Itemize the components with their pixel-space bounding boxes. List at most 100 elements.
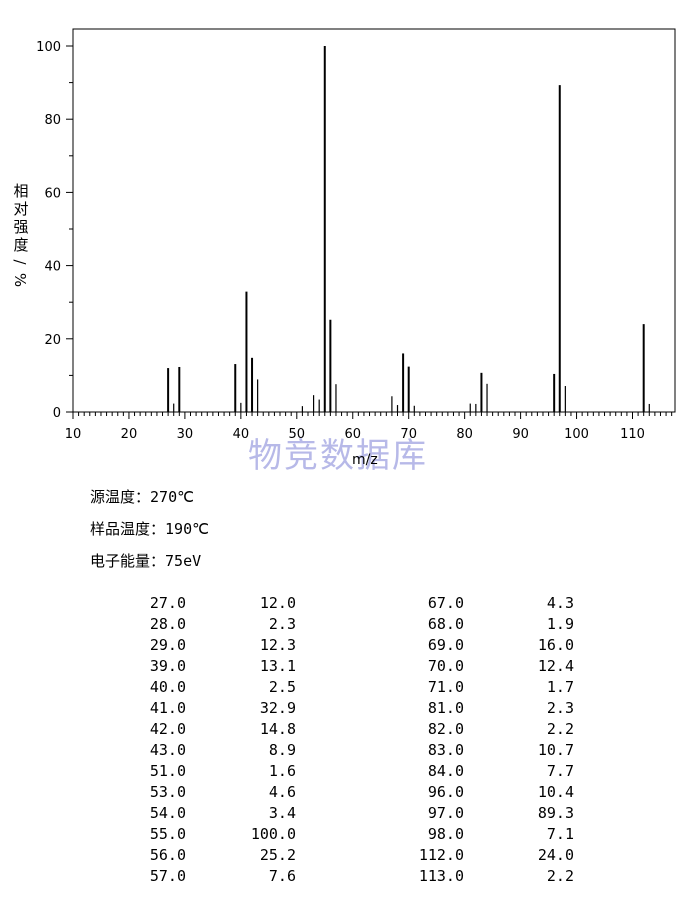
y-tick-label: 20 [44,333,61,348]
intensity-value: 1.9 [546,615,574,633]
mz-value: 97.0 [427,804,464,822]
table-row: 69.0 16.0 [0,636,696,657]
info-value: 190℃ [165,520,209,538]
plot-frame [72,28,676,413]
info-value: 270℃ [150,488,194,506]
intensity-value: 13.1 [259,657,296,675]
mz-value: 113.0 [418,867,464,885]
table-row: 84.0 7.7 [0,762,696,783]
table-row: 41.0 32.9 [0,699,696,720]
table-row: 28.0 2.3 [0,615,696,636]
x-tick-label: 30 [177,427,194,442]
x-tick-label: 90 [512,427,529,442]
table-row: 97.0 89.3 [0,804,696,825]
intensity-value: 2.5 [268,678,296,696]
table-row: 43.0 8.9 [0,741,696,762]
mz-value: 53.0 [149,783,186,801]
intensity-value: 2.3 [268,615,296,633]
intensity-value: 3.4 [268,804,296,822]
info-value: 75eV [165,552,202,570]
mz-value: 112.0 [418,846,464,864]
table-row: 81.0 2.3 [0,699,696,720]
table-row: 55.0 100.0 [0,825,696,846]
y-tick-label: 40 [44,260,61,275]
y-axis-label-char: / [11,259,29,265]
x-tick-label: 10 [65,427,82,442]
intensity-value: 7.1 [546,825,574,843]
intensity-value: 7.6 [268,867,296,885]
x-tick-label: 70 [400,427,417,442]
intensity-value: 10.4 [537,783,574,801]
mz-value: 27.0 [149,594,186,612]
y-axis-label-char: 对 [13,200,28,218]
table-row: 40.0 2.5 [0,678,696,699]
mz-value: 42.0 [149,720,186,738]
intensity-value: 2.3 [546,699,574,717]
mz-value: 29.0 [149,636,186,654]
table-row: 96.0 10.4 [0,783,696,804]
mass-spectrum-chart: 10 20 30 40 50 60 70 80 90 100 110 0 20 40 60 80 100 相对强度… [11,28,676,442]
table-row: 112.0 24.0 [0,846,696,867]
intensity-value: 2.2 [546,867,574,885]
x-tick-label: 80 [456,427,473,442]
intensity-value: 16.0 [537,636,574,654]
info-electron-energy: 电子能量：75eV [90,550,201,571]
mz-value: 67.0 [427,594,464,612]
table-row: 113.0 2.2 [0,867,696,888]
x-tick-label: 60 [344,427,361,442]
mz-value: 54.0 [149,804,186,822]
table-row: 57.0 7.6 [0,867,696,888]
info-label: 源温度： [90,488,151,506]
table-row: 82.0 2.2 [0,720,696,741]
table-row: 98.0 7.1 [0,825,696,846]
x-tick-label: 100 [564,427,589,442]
mz-value: 69.0 [427,636,464,654]
intensity-value: 8.9 [268,741,296,759]
mz-value: 56.0 [149,846,186,864]
intensity-value: 4.3 [546,594,574,612]
chart-bars [167,46,650,412]
table-row: 27.0 12.0 [0,594,696,615]
mz-value: 40.0 [149,678,186,696]
mz-value: 84.0 [427,762,464,780]
table-row: 71.0 1.7 [0,678,696,699]
intensity-value: 4.6 [268,783,296,801]
mz-value: 83.0 [427,741,464,759]
x-axis-label: m/z [352,452,378,468]
intensity-value: 100.0 [250,825,296,843]
chart-axes [72,28,676,413]
mz-value: 28.0 [149,615,186,633]
intensity-value: 12.3 [259,636,296,654]
y-axis-label-char: 强 [13,218,28,236]
info-sample-temperature: 样品温度：190℃ [90,518,209,539]
mz-value: 39.0 [149,657,186,675]
intensity-value: 24.0 [537,846,574,864]
table-row: 67.0 4.3 [0,594,696,615]
table-row: 29.0 12.3 [0,636,696,657]
intensity-value: 7.7 [546,762,574,780]
x-tick-label: 40 [233,427,250,442]
table-row: 56.0 25.2 [0,846,696,867]
info-label: 样品温度： [90,520,166,538]
info-source-temperature: 源温度：270℃ [90,486,194,507]
y-tick-label: 60 [44,186,61,201]
table-row: 51.0 1.6 [0,762,696,783]
intensity-value: 10.7 [537,741,574,759]
table-row: 53.0 4.6 [0,783,696,804]
y-tick-label: 80 [44,113,61,128]
mz-value: 82.0 [427,720,464,738]
table-row: 54.0 3.4 [0,804,696,825]
intensity-value: 1.6 [268,762,296,780]
intensity-value: 89.3 [537,804,574,822]
intensity-value: 25.2 [259,846,296,864]
mz-value: 70.0 [427,657,464,675]
intensity-value: 12.4 [537,657,574,675]
table-row: 68.0 1.9 [0,615,696,636]
table-row: 42.0 14.8 [0,720,696,741]
mz-value: 57.0 [149,867,186,885]
mz-value: 81.0 [427,699,464,717]
watermark: 物竞数据库 [248,436,428,476]
mz-value: 98.0 [427,825,464,843]
chart-ticks: 10 20 30 40 50 60 70 80 90 100 110 0 20 40 60 80 100 相对强度… [11,40,673,442]
intensity-value: 32.9 [259,699,296,717]
